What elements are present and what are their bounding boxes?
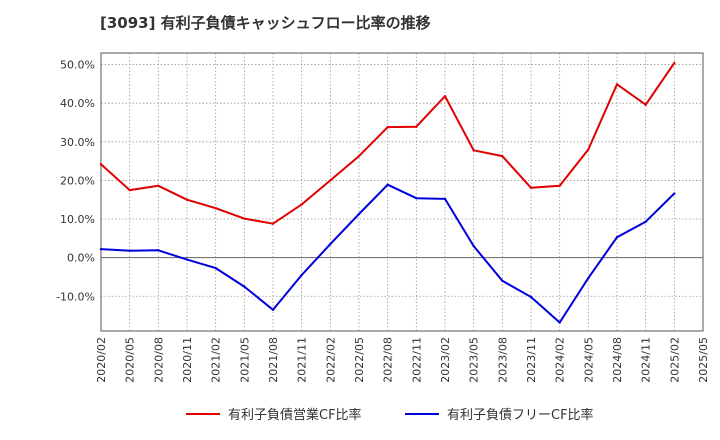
x-tick-label: 2021/08 <box>267 337 280 383</box>
y-tick-label: 30.0% <box>60 136 95 149</box>
x-tick-label: 2022/11 <box>410 337 423 383</box>
x-tick-label: 2025/05 <box>697 337 710 383</box>
x-tick-label: 2024/08 <box>611 337 624 383</box>
x-tick-label: 2022/08 <box>382 337 395 383</box>
data-point <box>443 95 447 98</box>
x-tick-label: 2022/05 <box>353 337 366 383</box>
legend: 有利子負債営業CF比率 有利子負債フリーCF比率 <box>186 407 594 423</box>
x-tick-label: 2023/05 <box>468 337 481 383</box>
y-tick-label: 40.0% <box>60 97 95 110</box>
x-tick-label: 2023/11 <box>525 337 538 383</box>
data-point <box>185 198 189 201</box>
data-point <box>673 192 676 195</box>
data-point <box>558 184 561 188</box>
data-point <box>501 279 504 283</box>
data-point <box>357 212 361 216</box>
data-point <box>300 203 303 206</box>
data-point <box>558 321 561 324</box>
data-point <box>157 249 160 252</box>
data-point <box>472 149 475 152</box>
y-tick-label: 20.0% <box>60 174 95 187</box>
series <box>99 61 676 324</box>
data-point <box>587 276 590 280</box>
data-point <box>587 148 590 151</box>
data-point <box>415 125 418 128</box>
data-point <box>99 247 103 251</box>
y-tick-label: 0.0% <box>67 252 95 265</box>
data-point <box>128 249 131 252</box>
data-point <box>386 183 389 186</box>
data-point <box>214 266 217 270</box>
data-point <box>529 295 533 299</box>
data-point <box>386 125 389 129</box>
axes: -10.0% 0.0% 10.0% 20.0% 30.0% 40.0% 50.0% 2020/… <box>56 52 710 383</box>
x-tick-label: 2024/11 <box>640 337 653 383</box>
legend-label: 有利子負債営業CF比率 <box>228 407 362 423</box>
x-tick-label: 2025/02 <box>668 337 681 383</box>
data-point <box>128 188 131 192</box>
data-point <box>185 258 189 261</box>
data-point <box>415 196 418 200</box>
y-tick-label: 10.0% <box>60 213 95 226</box>
data-point <box>673 61 676 65</box>
data-point <box>443 197 447 201</box>
x-tick-label: 2023/08 <box>496 337 509 383</box>
data-point <box>472 244 475 248</box>
plot-frame <box>100 52 704 332</box>
data-point <box>501 154 504 158</box>
data-point <box>243 285 246 288</box>
grid <box>100 53 704 331</box>
x-tick-label: 2024/02 <box>554 337 567 383</box>
x-tick-label: 2021/11 <box>296 337 309 383</box>
y-tick-label: -10.0% <box>56 290 95 303</box>
x-tick-label: 2021/05 <box>238 337 251 383</box>
data-point <box>329 179 332 182</box>
legend-label: 有利子負債フリーCF比率 <box>447 407 594 423</box>
data-point <box>644 103 647 106</box>
x-tick-label: 2024/05 <box>582 337 595 383</box>
x-tick-label: 2023/02 <box>439 337 452 383</box>
data-point <box>99 163 103 166</box>
data-point <box>243 217 246 220</box>
x-tick-label: 2022/02 <box>324 337 337 383</box>
y-tick-label: 50.0% <box>60 59 95 72</box>
data-point <box>300 273 303 277</box>
x-tick-label: 2020/02 <box>95 337 108 383</box>
data-point <box>329 242 332 246</box>
x-tick-label: 2021/02 <box>210 337 223 383</box>
data-point <box>644 220 647 223</box>
data-point <box>271 308 275 311</box>
data-point <box>271 222 275 225</box>
data-point <box>357 154 361 158</box>
x-tick-label: 2020/05 <box>124 337 137 383</box>
data-point <box>157 184 160 188</box>
x-tick-label: 2020/08 <box>152 337 165 383</box>
chart-title: [3093] 有利子負債キャッシュフロー比率の推移 <box>100 14 431 32</box>
data-point <box>529 186 533 189</box>
x-tick-label: 2020/11 <box>181 337 194 383</box>
data-point <box>214 207 217 210</box>
data-point <box>615 235 619 239</box>
data-point <box>615 83 619 86</box>
